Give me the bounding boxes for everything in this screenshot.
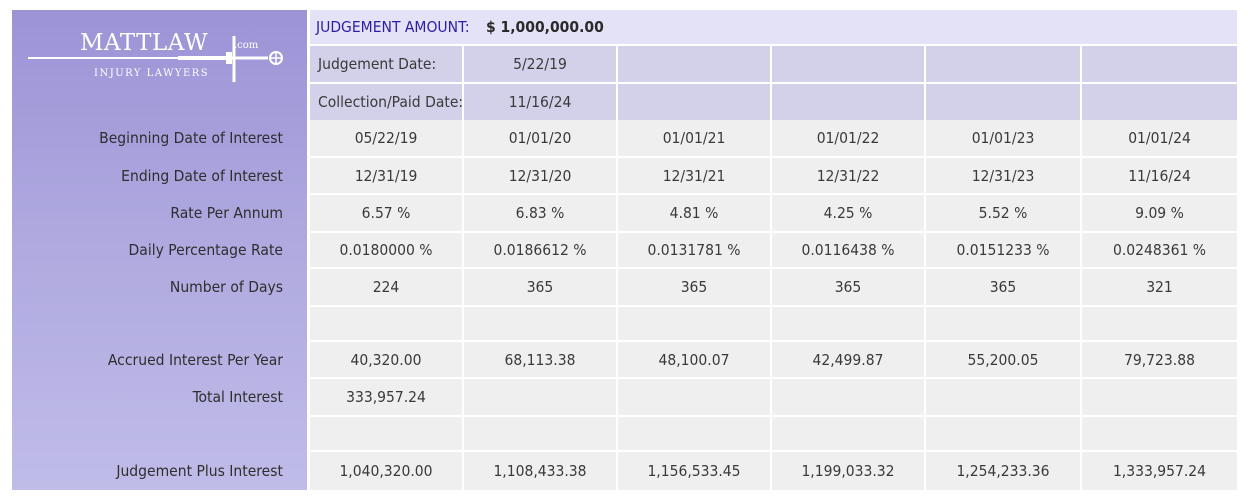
table-cell: 1,199,033.32 xyxy=(772,452,924,490)
table-cell xyxy=(926,379,1080,415)
header-empty-cell xyxy=(618,46,770,82)
collection-date-label: Collection/Paid Date: xyxy=(310,84,463,120)
table-cell: 5.52 % xyxy=(926,195,1080,231)
table-cell xyxy=(1082,417,1237,450)
table-cell: 0.0180000 % xyxy=(310,233,462,267)
table-cell: 365 xyxy=(772,269,924,305)
table-cell: 224 xyxy=(310,269,462,305)
table-cell: 05/22/19 xyxy=(310,120,462,156)
table-cell: 9.09 % xyxy=(1082,195,1237,231)
logo-tagline: INJURY LAWYERS xyxy=(94,68,210,79)
row-label: Daily Percentage Rate xyxy=(128,241,283,259)
header-empty-cell xyxy=(618,84,770,120)
table-cell: 01/01/23 xyxy=(926,120,1080,156)
table-cell: 365 xyxy=(926,269,1080,305)
table-cell: 1,333,957.24 xyxy=(1082,452,1237,490)
header-empty-cell xyxy=(1082,46,1237,82)
row-label: Ending Date of Interest xyxy=(121,166,283,185)
judgement-date-value: 5/22/19 xyxy=(464,46,616,82)
sidebar-panel xyxy=(12,10,307,490)
table-cell: 0.0131781 % xyxy=(618,233,770,267)
table-cell: 48,100.07 xyxy=(618,342,770,377)
row-label: Accrued Interest Per Year xyxy=(107,350,283,369)
row-label: Rate Per Annum xyxy=(170,204,283,222)
judgement-date-label: Judgement Date: xyxy=(310,46,462,82)
header-empty-cell xyxy=(926,84,1080,120)
judgement-amount-label: JUDGEMENT AMOUNT: xyxy=(316,18,470,36)
table-cell: 1,108,433.38 xyxy=(464,452,616,490)
table-cell xyxy=(618,417,770,450)
table-cell: 365 xyxy=(618,269,770,305)
table-cell xyxy=(310,307,462,340)
table-cell: 01/01/20 xyxy=(464,120,616,156)
table-cell xyxy=(618,379,770,415)
table-cell: 1,156,533.45 xyxy=(618,452,770,490)
table-cell: 4.25 % xyxy=(772,195,924,231)
table-cell xyxy=(1082,307,1237,340)
table-cell: 11/16/24 xyxy=(1082,158,1237,193)
table-cell xyxy=(618,307,770,340)
table-cell: 01/01/24 xyxy=(1082,120,1237,156)
header-band xyxy=(310,10,1237,44)
table-cell xyxy=(926,417,1080,450)
table-cell: 12/31/23 xyxy=(926,158,1080,193)
table-cell: 12/31/20 xyxy=(464,158,616,193)
table-cell: 68,113.38 xyxy=(464,342,616,377)
table-cell: 12/31/19 xyxy=(310,158,462,193)
judgement-amount-value: $ 1,000,000.00 xyxy=(486,18,604,36)
table-cell xyxy=(310,417,462,450)
row-label: Judgement Plus Interest xyxy=(116,462,283,480)
table-cell: 0.0116438 % xyxy=(772,233,924,267)
table-cell xyxy=(772,307,924,340)
table-cell: 6.83 % xyxy=(464,195,616,231)
table-cell: 01/01/22 xyxy=(772,120,924,156)
collection-date-value: 11/16/24 xyxy=(464,84,616,120)
table-cell xyxy=(772,379,924,415)
header-empty-cell xyxy=(772,84,924,120)
logo-domain: .com xyxy=(234,40,259,51)
table-cell xyxy=(772,417,924,450)
table-cell: 12/31/21 xyxy=(618,158,770,193)
table-cell: 12/31/22 xyxy=(772,158,924,193)
table-cell xyxy=(926,307,1080,340)
table-cell: 01/01/21 xyxy=(618,120,770,156)
table-cell: 0.0151233 % xyxy=(926,233,1080,267)
table-cell: 55,200.05 xyxy=(926,342,1080,377)
header-empty-cell xyxy=(1082,84,1237,120)
table-cell: 1,040,320.00 xyxy=(310,452,462,490)
header-empty-cell xyxy=(772,46,924,82)
table-cell: 321 xyxy=(1082,269,1237,305)
table-cell: 42,499.87 xyxy=(772,342,924,377)
sword-icon xyxy=(28,36,283,82)
row-label: Total Interest xyxy=(192,388,283,406)
table-cell: 0.0248361 % xyxy=(1082,233,1237,267)
table-cell: 333,957.24 xyxy=(310,379,462,415)
table-cell: 0.0186612 % xyxy=(464,233,616,267)
table-cell xyxy=(464,417,616,450)
table-cell: 1,254,233.36 xyxy=(926,452,1080,490)
table-cell xyxy=(464,379,616,415)
row-label xyxy=(12,417,307,450)
table-cell: 40,320.00 xyxy=(310,342,462,377)
table-cell: 79,723.88 xyxy=(1082,342,1237,377)
row-label: Beginning Date of Interest xyxy=(99,129,283,147)
table-cell: 6.57 % xyxy=(310,195,462,231)
table-cell xyxy=(1082,379,1237,415)
header-empty-cell xyxy=(926,46,1080,82)
row-label xyxy=(12,307,307,340)
mattlaw-logo: MATTLAW .com INJURY LAWYERS xyxy=(28,22,290,94)
table-cell: 365 xyxy=(464,269,616,305)
table-cell xyxy=(464,307,616,340)
table-cell: 4.81 % xyxy=(618,195,770,231)
row-label: Number of Days xyxy=(169,278,283,296)
logo-name: MATTLAW xyxy=(80,30,209,56)
